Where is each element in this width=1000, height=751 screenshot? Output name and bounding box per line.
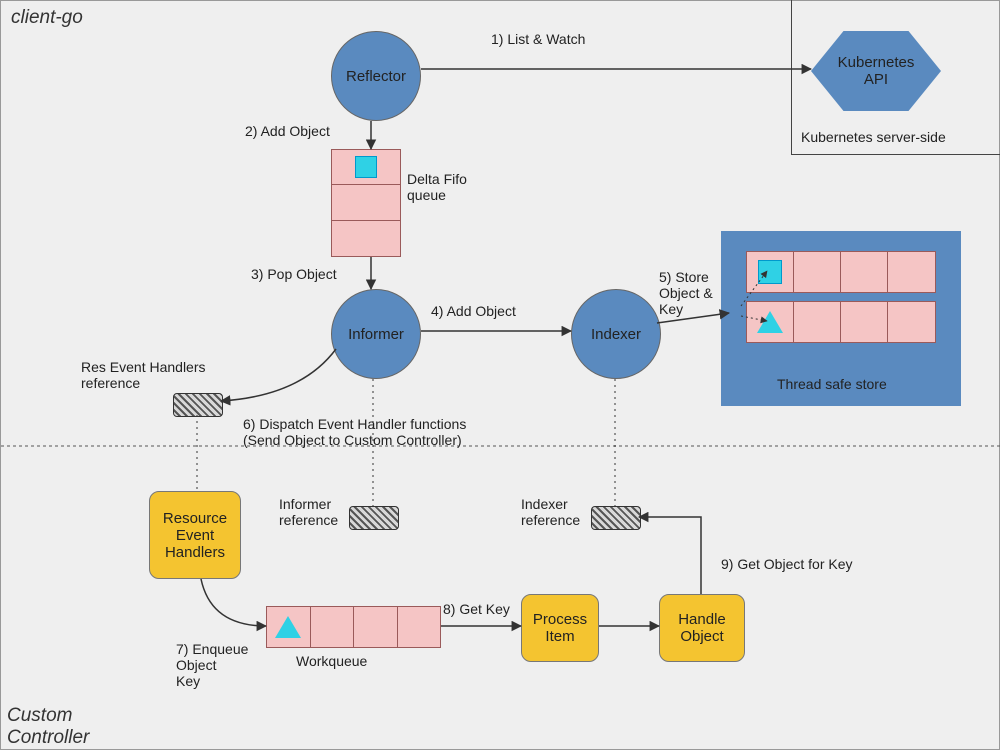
indexer-label: Indexer — [591, 326, 641, 343]
delta-fifo-cell-0 — [332, 150, 400, 185]
store-row-1 — [746, 301, 936, 343]
store-row-0 — [746, 251, 936, 293]
store-row1-cell0 — [747, 302, 794, 342]
resource-event-handlers-node: Resource Event Handlers — [149, 491, 241, 579]
square-icon — [758, 260, 782, 284]
workqueue — [266, 606, 441, 648]
edge-label-1: 1) List & Watch — [491, 31, 585, 47]
handle-object-node: Handle Object — [659, 594, 745, 662]
edge-label-6: 6) Dispatch Event Handler functions (Sen… — [243, 416, 466, 448]
delta-fifo-cell-1 — [332, 185, 400, 220]
process-item-label: Process Item — [533, 611, 587, 645]
store-row1-cell3 — [888, 302, 935, 342]
workqueue-cell-2 — [354, 607, 398, 647]
store-label: Thread safe store — [777, 376, 887, 392]
diagram-canvas: client-go Custom Controller Kubernetes s… — [0, 0, 1000, 750]
triangle-icon — [757, 311, 783, 333]
store-row0-cell3 — [888, 252, 935, 292]
edge-label-9: 9) Get Object for Key — [721, 556, 853, 572]
edge-label-3: 3) Pop Object — [251, 266, 337, 282]
reflector-label: Reflector — [346, 68, 406, 85]
store-row1-cell1 — [794, 302, 841, 342]
workqueue-label: Workqueue — [296, 653, 367, 669]
store-row1-cell2 — [841, 302, 888, 342]
delta-fifo-queue — [331, 149, 401, 257]
workqueue-cell-3 — [398, 607, 441, 647]
edge-label-7: 7) Enqueue Object Key — [176, 641, 248, 689]
workqueue-cell-1 — [311, 607, 355, 647]
section-top-label: client-go — [11, 7, 83, 29]
informer-ref-label: Informer reference — [279, 496, 338, 528]
informer-label: Informer — [348, 326, 404, 343]
indexer-node: Indexer — [571, 289, 661, 379]
square-icon — [355, 156, 377, 178]
edge-label-8: 8) Get Key — [443, 601, 510, 617]
k8s-server-label: Kubernetes server-side — [801, 129, 946, 145]
k8s-api-label: Kubernetes API — [838, 54, 915, 88]
triangle-icon — [275, 616, 301, 638]
informer-ref-box — [349, 506, 399, 530]
section-bottom-label: Custom Controller — [7, 705, 89, 749]
res-event-handlers-ref-box — [173, 393, 223, 417]
resource-event-handlers-label: Resource Event Handlers — [163, 510, 227, 561]
process-item-node: Process Item — [521, 594, 599, 662]
workqueue-cell-0 — [267, 607, 311, 647]
edge-label-5: 5) Store Object & Key — [659, 269, 713, 317]
handle-object-label: Handle Object — [678, 611, 726, 645]
reflector-node: Reflector — [331, 31, 421, 121]
indexer-ref-box — [591, 506, 641, 530]
informer-node: Informer — [331, 289, 421, 379]
edge-label-4: 4) Add Object — [431, 303, 516, 319]
store-row0-cell2 — [841, 252, 888, 292]
res-event-handlers-ref-label: Res Event Handlers reference — [81, 359, 206, 391]
indexer-ref-label: Indexer reference — [521, 496, 580, 528]
store-row0-cell1 — [794, 252, 841, 292]
edge-label-2: 2) Add Object — [245, 123, 330, 139]
store-row0-cell0 — [747, 252, 794, 292]
delta-fifo-cell-2 — [332, 221, 400, 256]
delta-fifo-label: Delta Fifo queue — [407, 171, 467, 203]
